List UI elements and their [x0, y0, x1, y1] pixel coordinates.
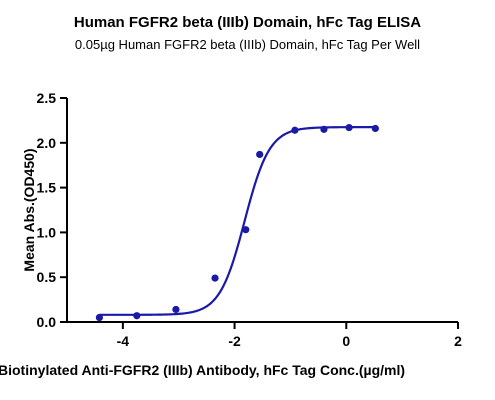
- data-point: [242, 226, 250, 234]
- x-axis-label: Biotinylated Anti-FGFR2 (IIIb) Antibody,…: [0, 362, 405, 378]
- y-tick-label: 1.5: [37, 180, 57, 196]
- chart-title: Human FGFR2 beta (IIIb) Domain, hFc Tag …: [73, 14, 422, 31]
- x-tick-label: 0: [342, 333, 350, 349]
- fit-curve: [99, 126, 376, 316]
- y-tick-label: 1.0: [37, 224, 57, 240]
- data-point: [345, 123, 353, 132]
- y-tick-label: 2.5: [37, 90, 57, 106]
- data-point: [95, 313, 103, 322]
- data-point: [371, 124, 379, 133]
- x-tick-label: -4: [117, 333, 130, 349]
- axes: [66, 98, 458, 323]
- chart-subtitle: 0.05µg Human FGFR2 beta (IIIb) Domain, h…: [74, 37, 421, 52]
- data-point: [211, 274, 219, 282]
- data-point: [172, 305, 180, 314]
- data-point: [291, 126, 299, 134]
- data-point: [256, 150, 264, 159]
- fit-curve-layer: [99, 126, 376, 316]
- y-tick-label: 0.5: [37, 269, 57, 285]
- data-point: [320, 125, 328, 133]
- data-point: [133, 312, 141, 320]
- x-tick-label: 2: [454, 333, 462, 349]
- y-tick-label: 2.0: [37, 135, 57, 151]
- data-points-layer: [95, 123, 379, 322]
- y-tick-label: 0.0: [37, 314, 57, 330]
- x-tick-label: -2: [228, 333, 241, 349]
- y-axis-label: Mean Abs.(OD450): [21, 148, 37, 271]
- tick-group: 0.0 0.5 1.0 1.5 2.0 2.5 -4 -2 0 2: [37, 90, 463, 349]
